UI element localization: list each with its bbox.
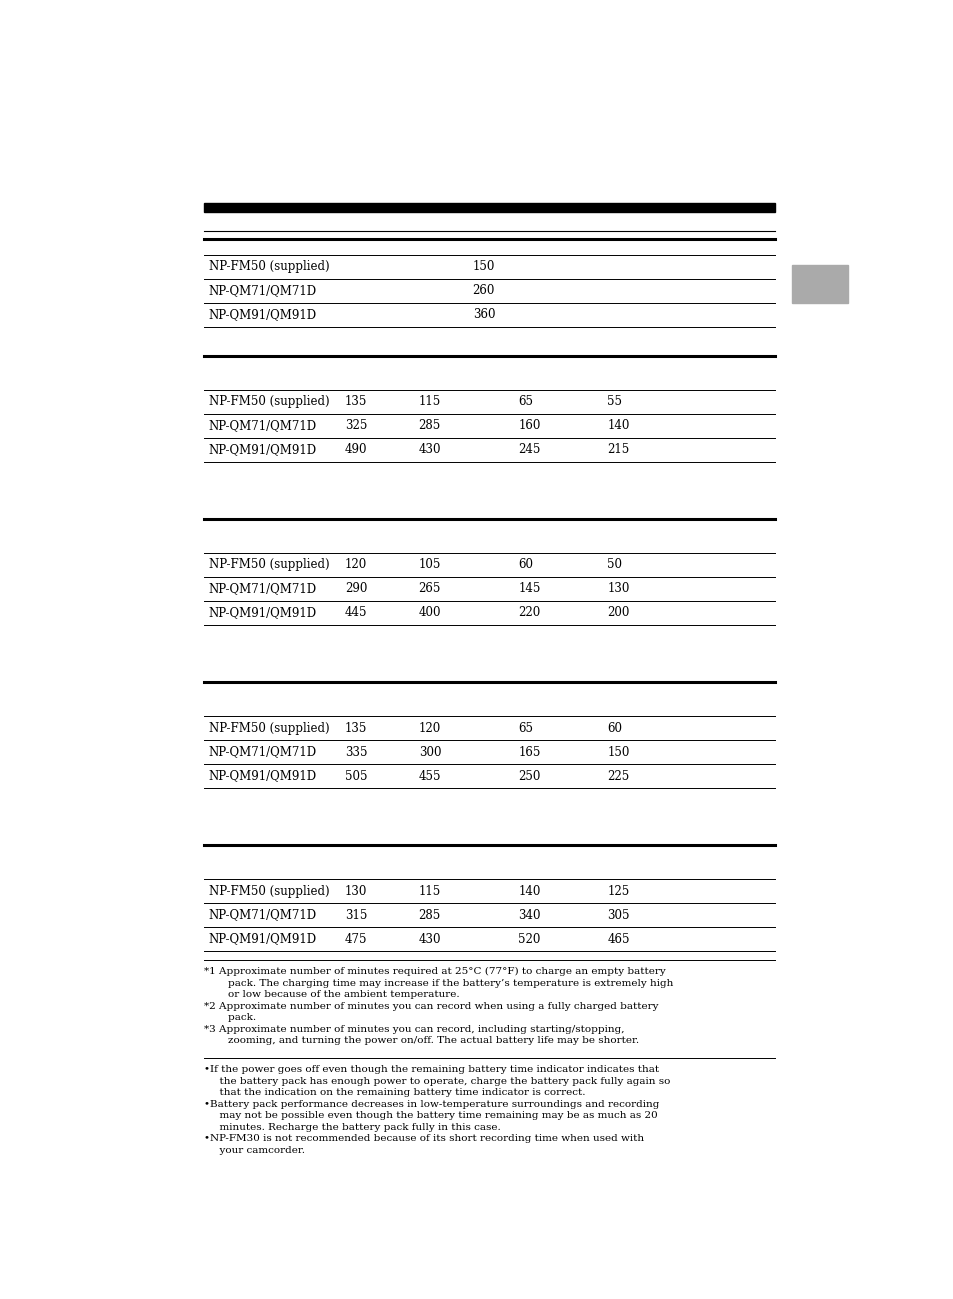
Text: 220: 220 xyxy=(518,607,540,620)
Text: 520: 520 xyxy=(518,933,540,946)
Text: •If the power goes off even though the remaining battery time indicator indicate: •If the power goes off even though the r… xyxy=(204,1065,659,1074)
Text: pack.: pack. xyxy=(215,1013,256,1022)
Text: NP-QM91/QM91D: NP-QM91/QM91D xyxy=(209,308,316,321)
Text: 135: 135 xyxy=(344,721,367,734)
Text: 200: 200 xyxy=(606,607,629,620)
Text: zooming, and turning the power on/off. The actual battery life may be shorter.: zooming, and turning the power on/off. T… xyxy=(215,1037,639,1046)
Text: *3 Approximate number of minutes you can record, including starting/stopping,: *3 Approximate number of minutes you can… xyxy=(204,1025,624,1034)
Text: NP-FM50 (supplied): NP-FM50 (supplied) xyxy=(209,260,329,273)
Text: NP-FM50 (supplied): NP-FM50 (supplied) xyxy=(209,885,329,898)
Text: 245: 245 xyxy=(518,443,540,456)
Text: 315: 315 xyxy=(344,908,367,921)
Text: NP-QM71/QM71D: NP-QM71/QM71D xyxy=(209,284,316,297)
Text: 140: 140 xyxy=(518,885,540,898)
Text: 130: 130 xyxy=(344,885,367,898)
Text: your camcorder.: your camcorder. xyxy=(213,1146,305,1155)
Text: 120: 120 xyxy=(344,559,367,572)
Text: 55: 55 xyxy=(606,395,621,408)
Text: that the indication on the remaining battery time indicator is correct.: that the indication on the remaining bat… xyxy=(213,1089,585,1098)
Bar xyxy=(791,265,846,303)
Text: 165: 165 xyxy=(518,746,540,759)
Text: NP-QM71/QM71D: NP-QM71/QM71D xyxy=(209,746,316,759)
Text: 225: 225 xyxy=(606,769,629,782)
Text: 360: 360 xyxy=(472,308,495,321)
Text: 65: 65 xyxy=(518,395,533,408)
Text: may not be possible even though the battery time remaining may be as much as 20: may not be possible even though the batt… xyxy=(213,1111,658,1120)
Text: 445: 445 xyxy=(344,607,367,620)
Text: 430: 430 xyxy=(418,443,440,456)
Text: NP-QM71/QM71D: NP-QM71/QM71D xyxy=(209,420,316,433)
Text: the battery pack has enough power to operate, charge the battery pack fully agai: the battery pack has enough power to ope… xyxy=(213,1077,670,1086)
Text: 140: 140 xyxy=(606,420,629,433)
Text: NP-FM50 (supplied): NP-FM50 (supplied) xyxy=(209,721,329,734)
Text: NP-QM71/QM71D: NP-QM71/QM71D xyxy=(209,582,316,595)
Text: NP-QM91/QM91D: NP-QM91/QM91D xyxy=(209,607,316,620)
Text: 285: 285 xyxy=(418,420,440,433)
Text: •Battery pack performance decreases in low-temperature surroundings and recordin: •Battery pack performance decreases in l… xyxy=(204,1099,659,1108)
Text: 115: 115 xyxy=(418,885,440,898)
Text: NP-QM91/QM91D: NP-QM91/QM91D xyxy=(209,443,316,456)
Text: 160: 160 xyxy=(518,420,540,433)
Text: 135: 135 xyxy=(344,395,367,408)
Text: 260: 260 xyxy=(472,284,495,297)
Text: 105: 105 xyxy=(418,559,440,572)
Text: 125: 125 xyxy=(606,885,629,898)
Text: 505: 505 xyxy=(344,769,367,782)
Text: •NP-FM30 is not recommended because of its short recording time when used with: •NP-FM30 is not recommended because of i… xyxy=(204,1134,643,1143)
Text: 250: 250 xyxy=(518,769,540,782)
Text: *2 Approximate number of minutes you can record when using a fully charged batte: *2 Approximate number of minutes you can… xyxy=(204,1002,659,1011)
Text: 430: 430 xyxy=(418,933,440,946)
Text: 340: 340 xyxy=(518,908,540,921)
Text: 400: 400 xyxy=(418,607,440,620)
Text: or low because of the ambient temperature.: or low because of the ambient temperatur… xyxy=(215,990,459,999)
Text: NP-FM50 (supplied): NP-FM50 (supplied) xyxy=(209,395,329,408)
Text: 150: 150 xyxy=(606,746,629,759)
Text: 335: 335 xyxy=(344,746,367,759)
Text: *1 Approximate number of minutes required at 25°C (77°F) to charge an empty batt: *1 Approximate number of minutes require… xyxy=(204,966,665,976)
Text: 290: 290 xyxy=(344,582,367,595)
Text: 265: 265 xyxy=(418,582,440,595)
Text: minutes. Recharge the battery pack fully in this case.: minutes. Recharge the battery pack fully… xyxy=(213,1122,500,1131)
Bar xyxy=(204,204,774,213)
Text: 305: 305 xyxy=(606,908,629,921)
Text: 475: 475 xyxy=(344,933,367,946)
Text: NP-FM50 (supplied): NP-FM50 (supplied) xyxy=(209,559,329,572)
Text: 215: 215 xyxy=(606,443,629,456)
Text: NP-QM91/QM91D: NP-QM91/QM91D xyxy=(209,769,316,782)
Text: 60: 60 xyxy=(518,559,533,572)
Text: 300: 300 xyxy=(418,746,440,759)
Text: 65: 65 xyxy=(518,721,533,734)
Text: 285: 285 xyxy=(418,908,440,921)
Text: 50: 50 xyxy=(606,559,621,572)
Text: 120: 120 xyxy=(418,721,440,734)
Text: 455: 455 xyxy=(418,769,440,782)
Text: 325: 325 xyxy=(344,420,367,433)
Text: 145: 145 xyxy=(518,582,540,595)
Text: 130: 130 xyxy=(606,582,629,595)
Text: NP-QM91/QM91D: NP-QM91/QM91D xyxy=(209,933,316,946)
Text: NP-QM71/QM71D: NP-QM71/QM71D xyxy=(209,908,316,921)
Text: 465: 465 xyxy=(606,933,629,946)
Text: pack. The charging time may increase if the battery’s temperature is extremely h: pack. The charging time may increase if … xyxy=(215,978,673,987)
Text: 60: 60 xyxy=(606,721,621,734)
Text: 115: 115 xyxy=(418,395,440,408)
Text: 150: 150 xyxy=(472,260,495,273)
Text: 490: 490 xyxy=(344,443,367,456)
